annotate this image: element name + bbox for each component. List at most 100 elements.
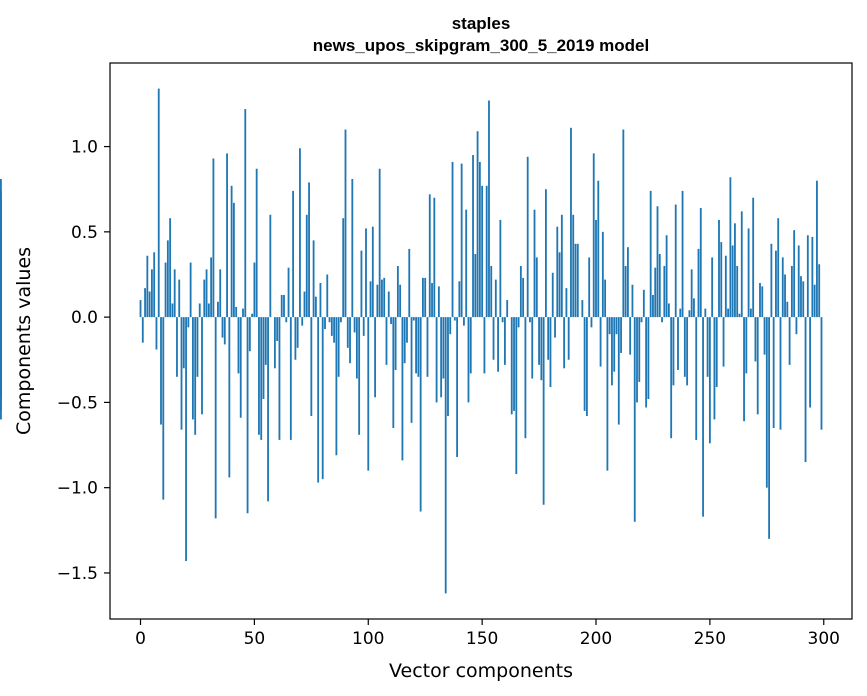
bar [779,317,782,430]
bar [674,204,677,318]
bar [677,317,679,370]
bar [399,284,402,318]
bar [538,317,540,365]
bar [670,317,673,439]
y-tick-label: 0.5 [71,223,98,243]
bar [342,218,345,318]
bar [565,288,568,318]
bar [237,317,240,374]
bar [269,214,272,318]
bar [638,317,641,382]
bar [640,317,643,323]
bar [547,317,550,360]
bar [305,214,308,318]
bar [615,317,618,335]
bar [253,262,256,318]
bar [217,301,219,318]
bar [235,306,238,318]
bar [763,317,766,355]
bar [499,219,502,318]
bar [312,240,315,318]
bar [481,185,484,318]
bar [793,230,796,318]
bar [144,288,146,318]
bar [207,303,210,318]
bar [697,248,700,318]
bar [590,317,593,328]
bar [529,317,531,323]
bar [0,317,2,420]
bar [665,235,668,318]
bar [214,317,217,519]
bar [319,283,322,318]
bar [608,317,611,335]
bar [205,269,208,318]
bar [456,317,458,457]
bar [681,190,684,318]
bar [194,317,197,435]
bar [276,317,279,341]
bar [248,317,251,352]
bar [230,185,233,318]
bar [340,317,342,323]
bar [324,317,326,330]
x-axis-label: Vector components [389,660,573,682]
bar [667,303,670,318]
bar [150,269,153,318]
bar [576,243,579,318]
bar [428,194,431,318]
bar [383,277,386,318]
bar [658,254,661,318]
bar [169,218,172,318]
bar [761,286,764,318]
bar [513,317,515,411]
x-tick-label: 300 [808,629,840,649]
bar [540,317,543,381]
bar [542,317,545,505]
bar [809,317,811,408]
bar [467,317,470,403]
bar [786,301,789,318]
bar [629,317,632,355]
bar [283,294,285,318]
bar [162,317,165,500]
bar [385,317,388,365]
bar [371,226,374,318]
bar [223,317,226,345]
bar [519,265,522,318]
bar [679,308,682,318]
bar [485,185,488,318]
bar [437,286,440,318]
bar [440,317,443,398]
bar [588,257,591,318]
bar [790,265,793,318]
bar [558,252,561,318]
bar [745,317,748,374]
x-tick-label: 250 [694,629,726,649]
bar [351,178,354,318]
bar [535,257,538,318]
bar [492,317,495,360]
bar [781,257,784,318]
bar [715,317,718,388]
bar [472,155,474,318]
bar [549,317,552,388]
bar [606,317,609,471]
bar [729,177,732,318]
bars-group [0,88,823,594]
bar [0,317,2,352]
bar [447,317,449,417]
bar [0,243,2,318]
bar [426,317,429,377]
bar [818,264,821,318]
bar [617,317,620,425]
bar [626,247,629,318]
bar [531,317,534,379]
bar [752,197,755,318]
bar [802,281,805,318]
bar [367,317,370,471]
bar [189,262,192,318]
bar [185,317,187,562]
bar [139,300,142,318]
bar [376,284,379,318]
